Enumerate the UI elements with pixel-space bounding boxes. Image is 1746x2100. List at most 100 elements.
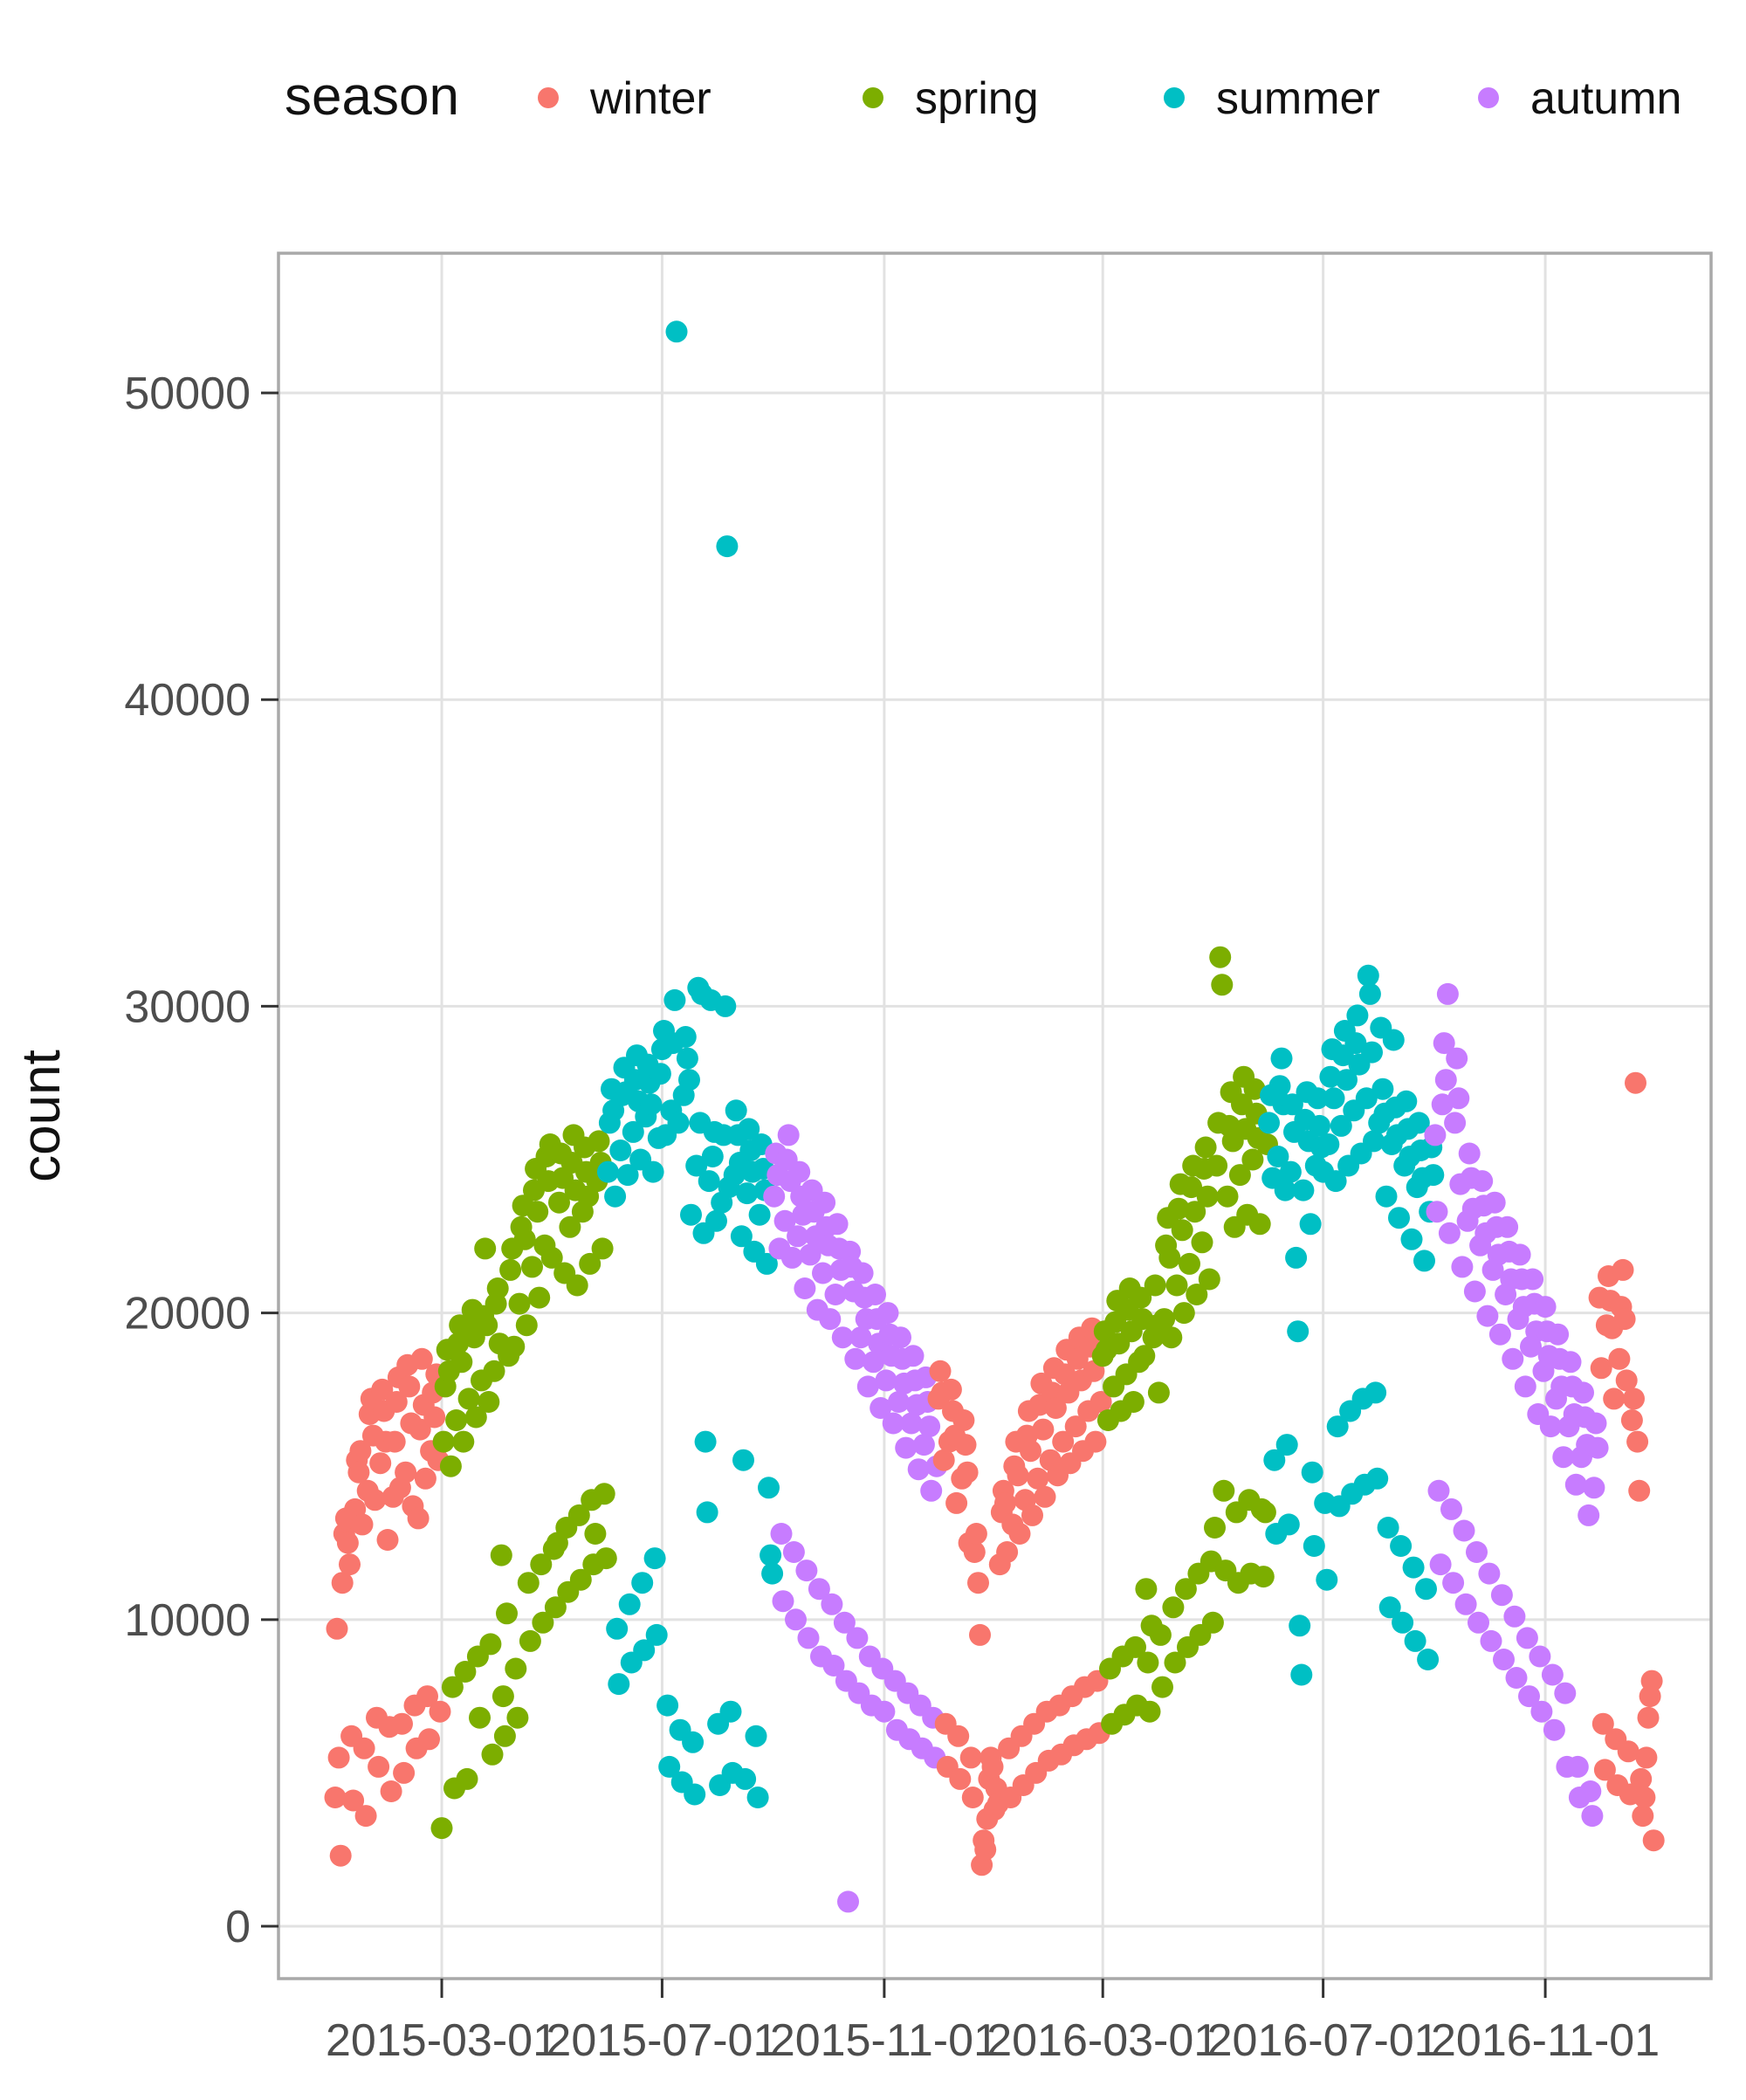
data-point-autumn: [777, 1124, 800, 1146]
data-point-autumn: [907, 1458, 930, 1481]
data-point-winter: [1044, 1397, 1067, 1419]
data-point-spring: [1248, 1213, 1271, 1236]
data-point-autumn: [1466, 1541, 1488, 1563]
data-point-winter: [1007, 1464, 1029, 1487]
data-point-autumn: [1478, 1562, 1501, 1585]
data-point-spring: [479, 1633, 502, 1656]
data-point-summer: [1413, 1250, 1435, 1272]
data-point-summer: [705, 1209, 727, 1232]
data-point-winter: [1052, 1430, 1075, 1453]
data-point-summer: [1303, 1535, 1325, 1557]
data-point-autumn: [1578, 1504, 1600, 1526]
data-point-summer: [609, 1140, 632, 1161]
data-point-winter: [371, 1378, 394, 1401]
data-point-summer: [1364, 1381, 1387, 1404]
data-point-summer: [1417, 1649, 1440, 1670]
data-point-autumn: [1586, 1436, 1609, 1459]
data-point-autumn: [797, 1627, 820, 1649]
data-point-autumn: [1503, 1605, 1526, 1628]
data-point-winter: [331, 1572, 354, 1594]
data-point-spring: [452, 1430, 475, 1453]
data-point-spring: [1198, 1268, 1220, 1291]
data-point-autumn: [1541, 1663, 1564, 1686]
data-point-autumn: [814, 1191, 836, 1214]
data-point-summer: [696, 1501, 718, 1524]
data-point-autumn: [1488, 1323, 1511, 1346]
data-point-winter: [1590, 1357, 1612, 1380]
data-point-summer: [680, 1203, 702, 1226]
data-point-summer: [596, 1160, 619, 1183]
data-point-spring: [1194, 1136, 1217, 1159]
data-point-spring: [1165, 1274, 1188, 1297]
data-point-autumn: [875, 1369, 897, 1392]
data-point-spring: [1186, 1284, 1208, 1305]
data-point-spring: [1228, 1164, 1251, 1187]
data-point-winter: [996, 1541, 1019, 1563]
data-point-winter: [342, 1789, 365, 1812]
data-point-autumn: [1547, 1323, 1570, 1346]
data-point-spring: [1172, 1302, 1195, 1325]
data-point-winter: [380, 1780, 402, 1802]
legend-key-autumn-icon: [1478, 87, 1499, 108]
data-point-winter: [1591, 1712, 1614, 1735]
data-point-autumn: [1424, 1124, 1447, 1146]
data-point-winter: [385, 1391, 408, 1413]
data-point-autumn: [1566, 1755, 1589, 1778]
data-point-summer: [1363, 1130, 1385, 1153]
data-point-summer: [694, 1430, 717, 1453]
data-point-summer: [1316, 1568, 1338, 1591]
data-point-spring: [595, 1547, 617, 1570]
data-point-summer: [1289, 1615, 1311, 1637]
data-point-autumn: [795, 1560, 818, 1582]
data-point-autumn: [787, 1225, 809, 1248]
data-point-summer: [1400, 1228, 1423, 1250]
legend-key-spring-icon: [863, 87, 883, 108]
data-point-spring: [591, 1237, 614, 1260]
data-point-spring: [519, 1629, 541, 1652]
data-point-winter: [1084, 1430, 1107, 1453]
data-point-autumn: [900, 1412, 923, 1435]
data-point-summer: [1301, 1461, 1323, 1484]
data-point-winter: [1637, 1706, 1660, 1729]
data-point-spring: [1254, 1501, 1276, 1524]
data-point-summer: [658, 1755, 681, 1778]
data-point-spring: [1171, 1219, 1193, 1242]
data-point-summer: [748, 1203, 771, 1226]
data-point-winter: [969, 1623, 991, 1646]
data-point-winter: [324, 1787, 347, 1808]
data-point-autumn: [1518, 1685, 1540, 1708]
data-point-winter: [393, 1761, 416, 1784]
data-point-autumn: [912, 1434, 935, 1456]
legend-item-label: winter: [589, 73, 711, 124]
data-point-autumn: [920, 1479, 943, 1502]
data-point-autumn: [1559, 1351, 1582, 1374]
data-point-spring: [1184, 1201, 1206, 1223]
data-point-summer: [631, 1572, 654, 1594]
data-point-summer: [746, 1787, 769, 1808]
data-point-autumn: [863, 1351, 884, 1374]
data-point-autumn: [902, 1345, 925, 1367]
data-point-winter: [1617, 1740, 1639, 1763]
data-point-autumn: [1444, 1112, 1467, 1134]
data-point-autumn: [824, 1284, 847, 1305]
data-point-autumn: [1471, 1170, 1494, 1193]
data-point-autumn: [808, 1578, 830, 1601]
data-point-summer: [1267, 1146, 1289, 1167]
data-point-winter: [965, 1523, 987, 1545]
x-tick-label: 2015-03-01: [326, 2015, 558, 2066]
data-point-winter: [961, 1787, 984, 1808]
data-point-winter: [1008, 1523, 1031, 1545]
data-point-winter: [1593, 1759, 1616, 1781]
data-point-autumn: [1522, 1268, 1544, 1291]
data-point-winter: [947, 1725, 970, 1747]
y-tick-label: 0: [225, 1902, 251, 1952]
data-point-summer: [642, 1160, 664, 1183]
data-point-spring: [526, 1201, 549, 1223]
panel-border: [277, 251, 1713, 1980]
y-axis-title: count: [11, 1050, 72, 1182]
data-point-summer: [714, 995, 737, 1017]
data-point-summer: [1357, 964, 1379, 987]
data-point-spring: [1206, 1154, 1228, 1177]
data-point-summer: [1263, 1449, 1286, 1471]
